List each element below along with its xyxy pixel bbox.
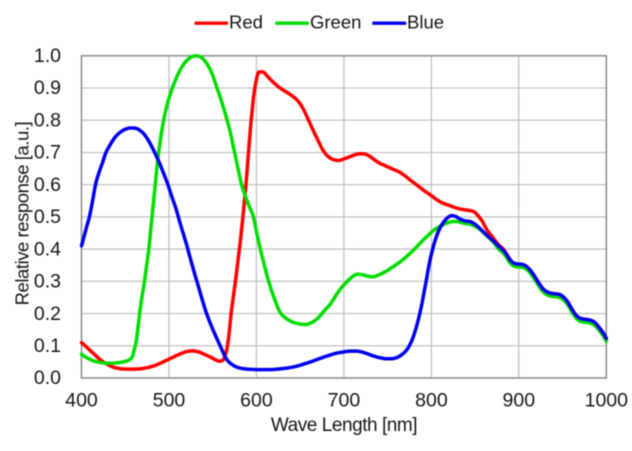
svg-text:0.2: 0.2 — [34, 303, 61, 325]
svg-text:0.5: 0.5 — [34, 206, 61, 228]
svg-text:Relative response [a.u.]: Relative response [a.u.] — [11, 122, 32, 306]
svg-text:0.9: 0.9 — [34, 77, 61, 99]
svg-text:Wave Length [nm]: Wave Length [nm] — [271, 415, 417, 436]
svg-text:0.4: 0.4 — [34, 238, 61, 260]
svg-text:500: 500 — [153, 389, 186, 411]
svg-text:0.3: 0.3 — [34, 271, 61, 293]
svg-text:0.0: 0.0 — [34, 367, 61, 389]
svg-text:800: 800 — [415, 389, 448, 411]
svg-text:1.0: 1.0 — [34, 45, 61, 67]
svg-text:400: 400 — [65, 389, 98, 411]
svg-text:Red: Red — [229, 12, 263, 33]
svg-text:0.1: 0.1 — [34, 335, 61, 357]
svg-text:Green: Green — [310, 12, 361, 33]
svg-text:0.6: 0.6 — [34, 174, 61, 196]
svg-text:0.7: 0.7 — [34, 142, 61, 164]
svg-text:1000: 1000 — [585, 389, 629, 411]
svg-text:600: 600 — [240, 389, 273, 411]
svg-text:700: 700 — [328, 389, 361, 411]
svg-text:900: 900 — [503, 389, 536, 411]
svg-text:0.8: 0.8 — [34, 109, 61, 131]
svg-text:Blue: Blue — [407, 12, 444, 33]
